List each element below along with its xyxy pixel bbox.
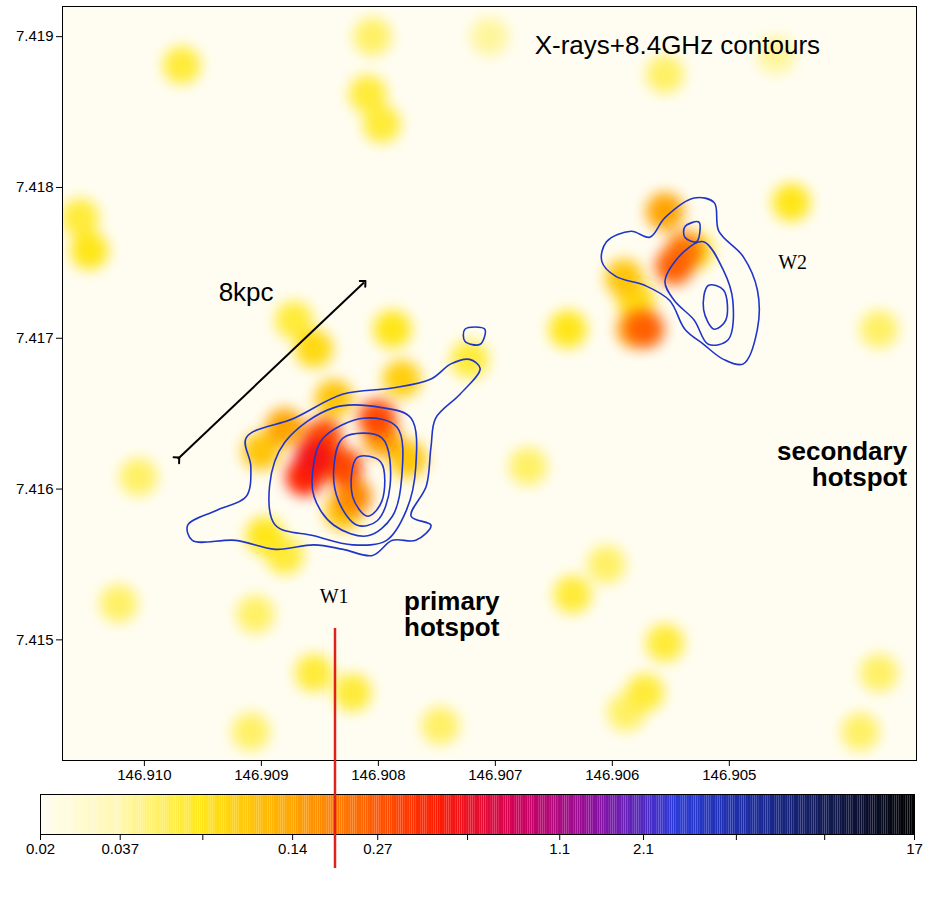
svg-text:7.415: 7.415 — [16, 631, 54, 648]
svg-text:146.906: 146.906 — [585, 766, 639, 783]
svg-text:0.037: 0.037 — [101, 840, 139, 857]
svg-text:primaryhotspot: primaryhotspot — [404, 586, 500, 642]
svg-text:2.1: 2.1 — [633, 840, 654, 857]
svg-text:secondaryhotspot: secondaryhotspot — [777, 435, 908, 491]
svg-text:0.27: 0.27 — [363, 840, 392, 857]
svg-text:7.416: 7.416 — [16, 480, 54, 497]
svg-text:17: 17 — [906, 840, 923, 857]
svg-text:W1: W1 — [320, 585, 349, 607]
svg-text:X-rays+8.4GHz contours: X-rays+8.4GHz contours — [535, 30, 820, 60]
svg-text:0.14: 0.14 — [278, 840, 307, 857]
svg-text:0.02: 0.02 — [26, 840, 55, 857]
svg-text:1.1: 1.1 — [549, 840, 570, 857]
svg-text:146.905: 146.905 — [702, 766, 756, 783]
svg-text:146.908: 146.908 — [351, 766, 405, 783]
svg-text:8kpc: 8kpc — [219, 277, 274, 307]
svg-text:W2: W2 — [778, 251, 807, 273]
svg-text:146.910: 146.910 — [117, 766, 171, 783]
svg-text:7.419: 7.419 — [16, 27, 54, 44]
svg-text:7.417: 7.417 — [16, 329, 54, 346]
svg-text:146.907: 146.907 — [468, 766, 522, 783]
svg-text:146.909: 146.909 — [234, 766, 288, 783]
svg-text:7.418: 7.418 — [16, 178, 54, 195]
